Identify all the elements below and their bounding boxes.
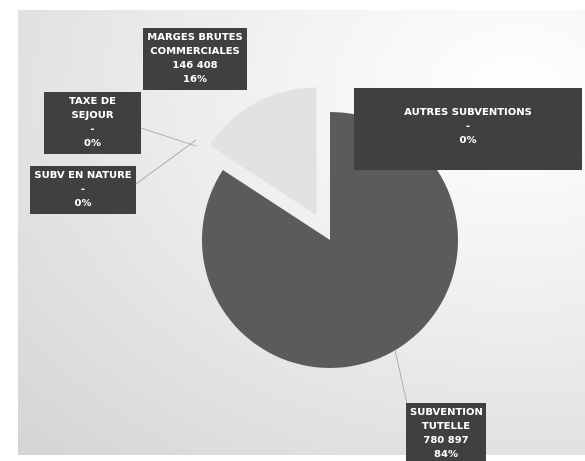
label-category: SUBVENTION TUTELLE [410,407,483,432]
label-percent: 0% [84,138,101,149]
label-value: 780 897 [423,435,469,446]
label-percent: 16% [183,74,207,85]
data-label: AUTRES SUBVENTIONS - 0% [354,88,582,170]
data-label: SUBV EN NATURE - 0% [30,166,136,214]
pie-slice [202,112,458,369]
label-category: MARGES BRUTES COMMERCIALES [147,32,243,57]
data-label: TAXE DE SEJOUR - 0% [44,92,141,154]
label-value: - [80,184,86,195]
leader-line [394,349,409,409]
label-value: - [465,121,471,132]
leader-line [140,127,197,147]
label-value: 146 408 [172,60,218,71]
pie-slice [209,87,317,216]
leader-line [135,139,197,185]
label-percent: 0% [459,135,477,146]
data-label: MARGES BRUTES COMMERCIALES 146 408 16% [143,28,247,90]
label-category: TAXE DE SEJOUR [69,96,116,121]
label-value: - [90,124,95,135]
label-category: SUBV EN NATURE [34,170,132,181]
label-percent: 84% [434,449,458,460]
label-category: AUTRES SUBVENTIONS [404,107,532,118]
label-percent: 0% [74,198,92,209]
data-label: SUBVENTION TUTELLE 780 897 84% [406,403,486,461]
